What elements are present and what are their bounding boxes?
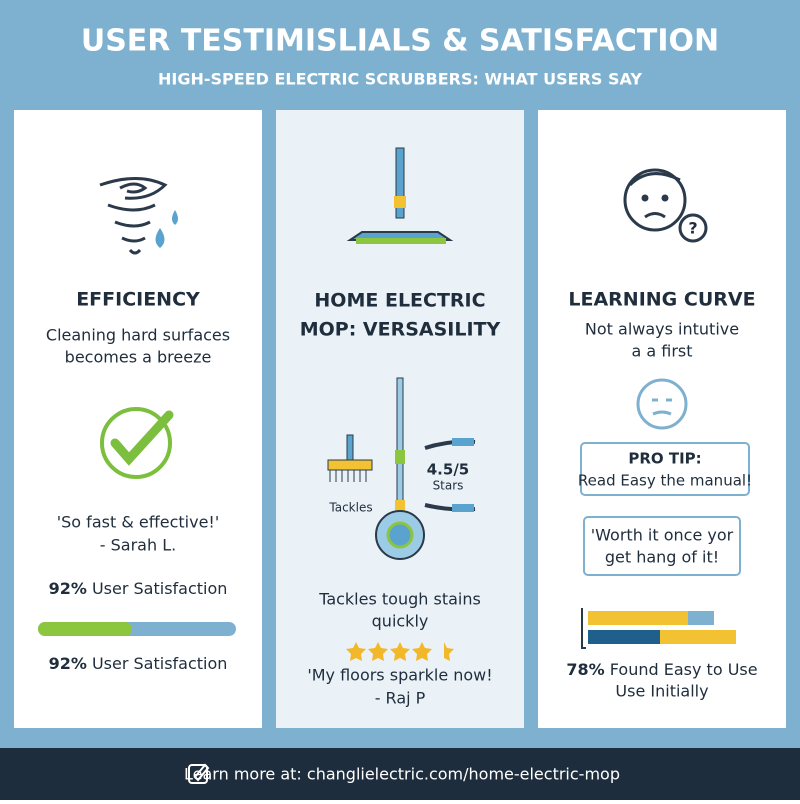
rating: 4.5/5 (427, 461, 470, 479)
stat: 78% Found Easy to Use (566, 660, 757, 679)
drops-icon (155, 210, 178, 248)
description: Cleaning hard surfaces (46, 326, 230, 345)
footer (0, 748, 800, 800)
stat-extra: Use Initially (615, 682, 708, 701)
stars (346, 642, 454, 661)
check-mark (110, 410, 174, 466)
quote: 'So fast & effective!' (57, 513, 219, 532)
mop-icon (346, 147, 454, 244)
footer-text: Learn more at: changlielectric.com/home-… (184, 765, 620, 784)
check-circle (100, 407, 172, 479)
quote: - Raj P (375, 689, 426, 708)
stat-label: User Satisfaction (87, 654, 228, 673)
description: a a first (631, 342, 692, 361)
confused-face-icon (623, 168, 708, 243)
neutral-face-icon (636, 378, 688, 430)
bars-graphic (581, 608, 736, 649)
tornado-icon (99, 177, 168, 255)
progress-fill (38, 622, 132, 636)
stat: 92% User Satisfaction (49, 654, 228, 673)
subtitle: HIGH-SPEED ELECTRIC SCRUBBERS: WHAT USER… (158, 70, 642, 89)
title: USER TESTIMISLIALS & SATISFACTION (81, 24, 719, 59)
description: becomes a breeze (65, 348, 212, 367)
quote: - Sarah L. (100, 536, 176, 555)
quote-box (583, 516, 741, 576)
heading: EFFICIENCY (76, 289, 200, 311)
quote: 'Worth it once yor (591, 526, 734, 545)
description: quickly (372, 612, 429, 631)
tip-title: PRO TIP: (628, 450, 701, 468)
edit-icon (188, 763, 210, 784)
heading: HOME ELECTRIC (314, 290, 485, 312)
question-icon: ? (688, 219, 697, 238)
quote: get hang of it! (605, 548, 719, 567)
stat: 92% User Satisfaction (49, 579, 228, 598)
scrubber-icon (327, 377, 476, 560)
stat-percent: 92% (49, 654, 87, 673)
stat-percent: 78% (566, 660, 604, 679)
icon-label: Tackles (328, 501, 372, 515)
stat-label: Found Easy to Use (605, 660, 758, 679)
description: Tackles tough stains (318, 590, 481, 609)
rating-unit: Stars (433, 479, 464, 493)
description: Not always intutive (585, 320, 739, 339)
heading: MOP: VERSASILITY (300, 319, 501, 341)
heading: LEARNING CURVE (568, 289, 755, 311)
stat-label: User Satisfaction (87, 579, 228, 598)
stat-percent: 92% (49, 579, 87, 598)
tip-box (580, 442, 750, 496)
quote: 'My floors sparkle now! (307, 666, 492, 685)
tip-text: Read Easy the manual! (578, 472, 752, 490)
